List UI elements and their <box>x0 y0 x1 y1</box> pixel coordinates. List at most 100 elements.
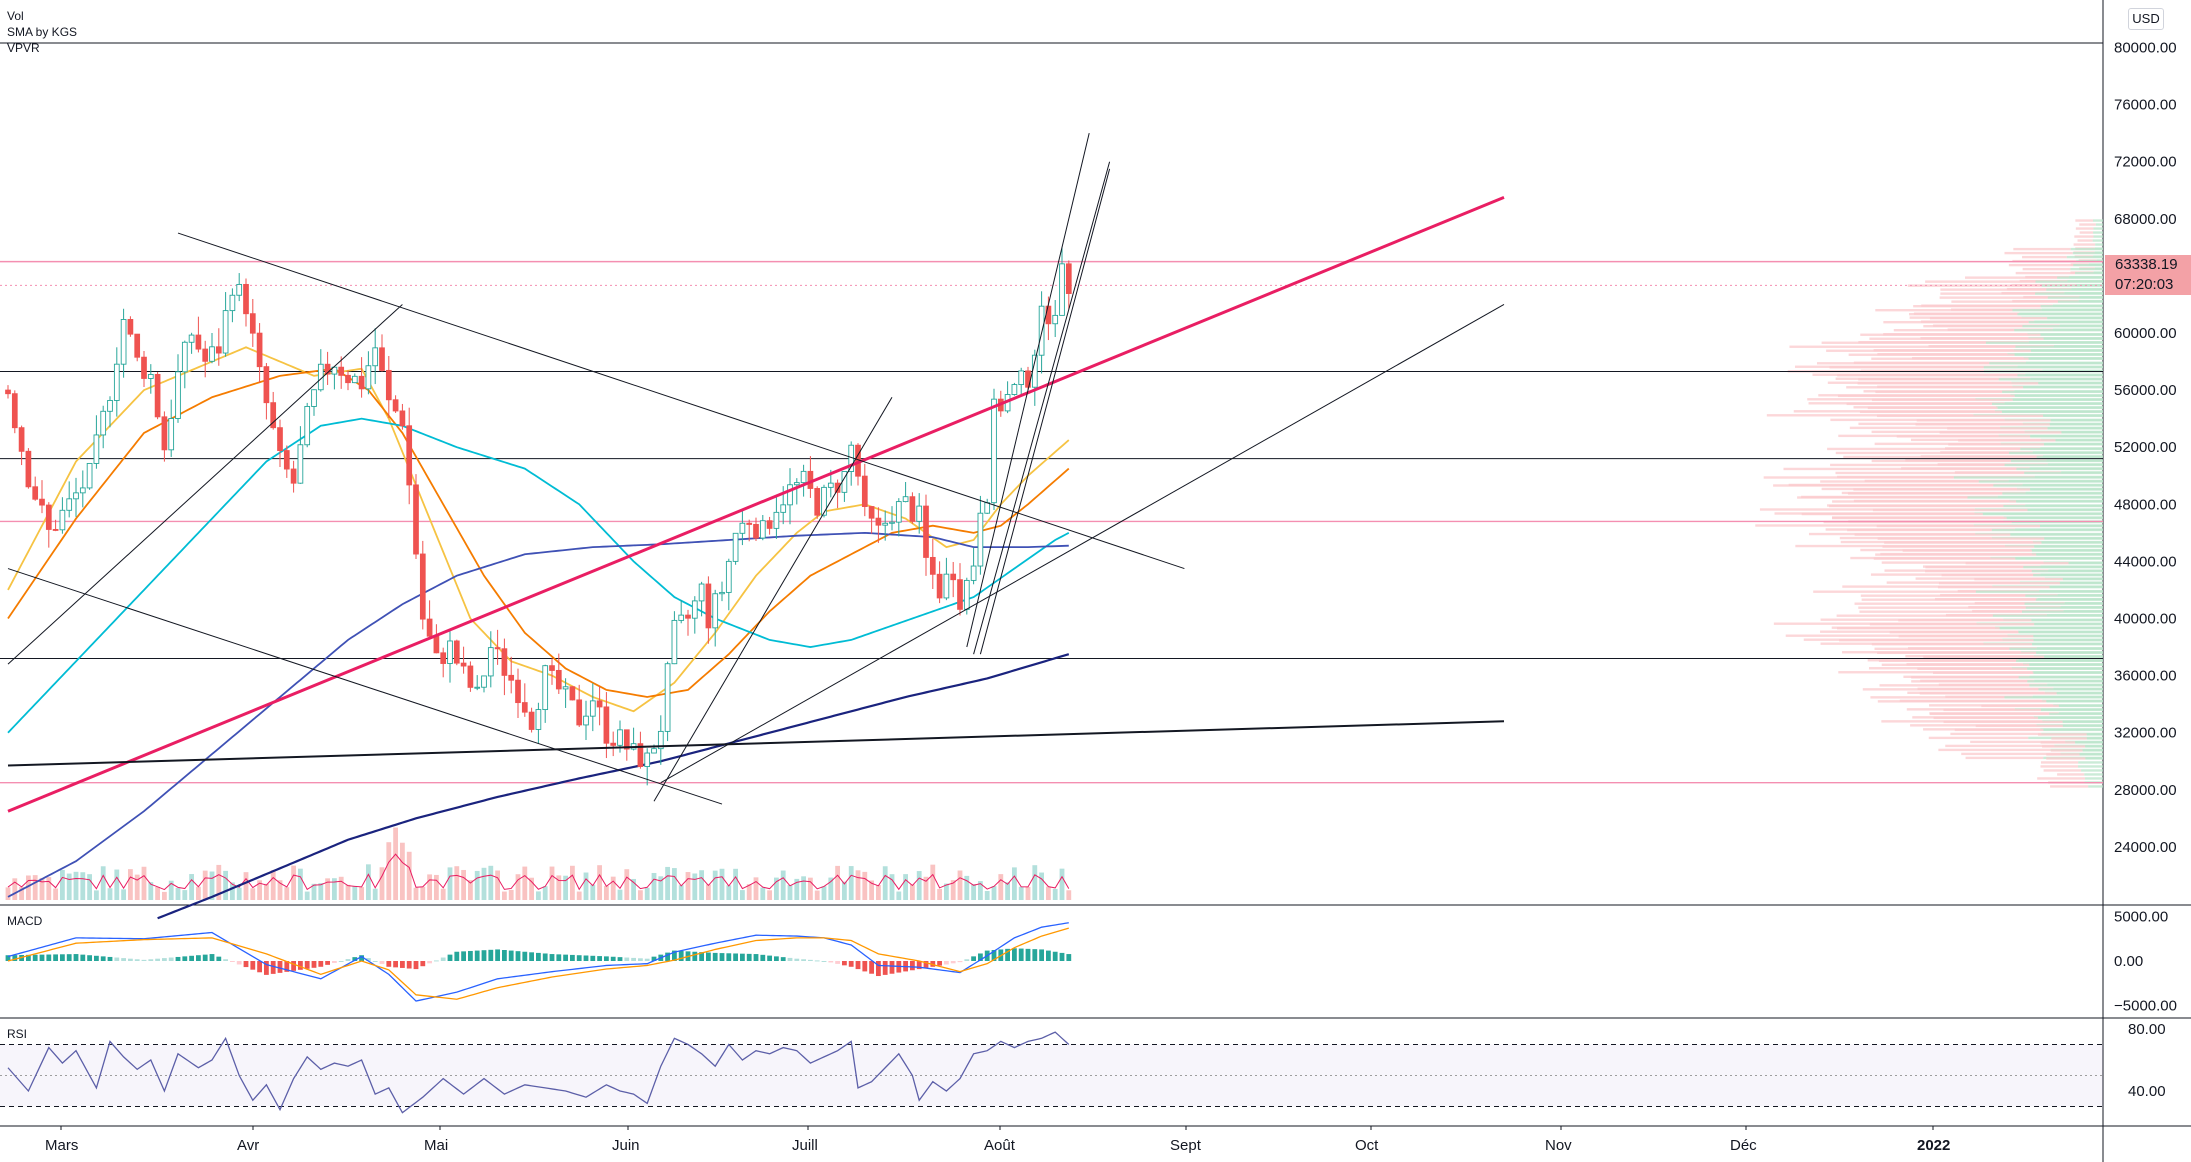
volume-bar <box>1046 886 1051 900</box>
legend-vpvr[interactable]: VPVR <box>7 41 40 55</box>
profile-bar-down <box>1846 386 2024 389</box>
volume-bar <box>896 891 902 900</box>
candle-body <box>494 647 501 650</box>
profile-bar-up <box>2078 765 2103 768</box>
trend-line <box>660 304 1505 784</box>
macd-histogram-bar <box>121 958 126 961</box>
profile-bar-down <box>1862 688 2039 691</box>
profile-bar-up <box>1989 362 2103 365</box>
profile-bar-down <box>2079 231 2094 234</box>
profile-bar-down <box>1950 732 2042 736</box>
macd-histogram-bar <box>257 961 262 973</box>
profile-bar-up <box>2093 227 2103 230</box>
profile-bar-down <box>1870 696 2005 699</box>
candle-body <box>589 700 596 717</box>
macd-histogram-bar <box>1066 954 1072 961</box>
candle-body <box>705 583 712 629</box>
macd-histogram-bar <box>508 950 514 961</box>
volume-bar <box>753 877 759 900</box>
volume-bar <box>379 867 385 900</box>
macd-histogram-bar <box>359 955 364 961</box>
profile-bar-down <box>1907 284 2042 287</box>
volume-sma-line <box>7 853 1070 891</box>
volume-bar <box>134 874 140 900</box>
volume-bar <box>107 888 113 900</box>
macd-histogram-bar <box>454 951 460 961</box>
profile-bar-down <box>1871 357 2029 360</box>
macd-histogram-bar <box>474 950 480 961</box>
countdown-label: 07:20:03 <box>2105 275 2191 295</box>
volume-bar <box>12 878 18 900</box>
legend-sma[interactable]: SMA by KGS <box>7 25 78 39</box>
candle-body <box>637 743 644 767</box>
volume-bar <box>978 881 983 900</box>
macd-label[interactable]: MACD <box>7 914 43 928</box>
rsi-label[interactable]: RSI <box>7 1027 28 1041</box>
profile-bar-down <box>1902 549 2032 552</box>
macd-histogram-bar <box>318 961 324 967</box>
macd-histogram-bar <box>372 961 378 962</box>
profile-bar-down <box>1837 374 2018 377</box>
time-tick-label: Sept <box>1170 1137 1202 1154</box>
profile-bar-down <box>1943 708 2041 712</box>
macd-histogram-bar <box>216 956 222 961</box>
legend-vol[interactable]: Vol <box>7 9 24 23</box>
candle-body <box>651 748 657 754</box>
macd-histogram-bar <box>644 958 650 961</box>
candle-body <box>501 648 508 676</box>
macd-histogram-bar <box>617 957 623 961</box>
profile-bar-up <box>2047 427 2103 430</box>
volume-bar <box>964 875 970 900</box>
profile-bar-down <box>1860 594 2026 597</box>
profile-bar-down <box>2079 223 2096 226</box>
profile-bar-up <box>2078 761 2103 764</box>
profile-bar-up <box>2016 500 2103 503</box>
currency-button[interactable]: USD <box>2128 8 2164 30</box>
candle-body <box>576 699 583 726</box>
volume-bar <box>1052 888 1058 900</box>
profile-bar-down <box>1938 581 2060 585</box>
candle-body <box>66 498 73 511</box>
candle-body <box>229 294 236 312</box>
volume-bar <box>685 872 691 900</box>
profile-bar-up <box>2093 235 2103 238</box>
profile-bar-up <box>1985 341 2103 344</box>
profile-bar-up <box>1997 406 2103 410</box>
macd-histogram-bar <box>440 957 446 961</box>
macd-histogram-bar <box>1039 949 1044 961</box>
profile-bar-down <box>2013 247 2071 251</box>
volume-bar <box>984 891 990 900</box>
profile-bar-down <box>1847 492 2003 495</box>
candle-body <box>739 522 746 534</box>
macd-histogram-bar <box>774 956 779 961</box>
volume-bar <box>522 866 528 900</box>
profile-bar-up <box>1991 528 2103 532</box>
profile-bar-down <box>1848 353 2015 356</box>
profile-bar-down <box>1832 500 2017 503</box>
profile-bar-up <box>2088 785 2103 788</box>
candle-body <box>861 475 868 507</box>
candle-body <box>45 504 52 530</box>
candle-body <box>698 583 705 602</box>
candle-body <box>644 752 651 767</box>
macd-histogram-bar <box>345 959 351 961</box>
macd-histogram-bar <box>583 955 589 961</box>
profile-bar-up <box>2085 757 2103 760</box>
candle-body <box>379 347 385 371</box>
candle-body <box>236 283 243 296</box>
volume-bar <box>1066 890 1072 900</box>
macd-histogram-bar <box>794 958 800 961</box>
candle-body <box>127 319 134 335</box>
candle-body <box>18 427 25 452</box>
macd-histogram-bar <box>128 958 133 961</box>
profile-bar-up <box>2070 247 2103 251</box>
volume-bar <box>1025 887 1031 900</box>
macd-histogram-bar <box>767 955 772 961</box>
volume-bar <box>495 870 500 900</box>
macd-histogram-bar <box>182 956 188 961</box>
profile-bar-down <box>1881 561 2044 564</box>
macd-histogram-bar <box>937 961 942 966</box>
candle-body <box>358 375 365 390</box>
candle-body <box>603 706 610 744</box>
